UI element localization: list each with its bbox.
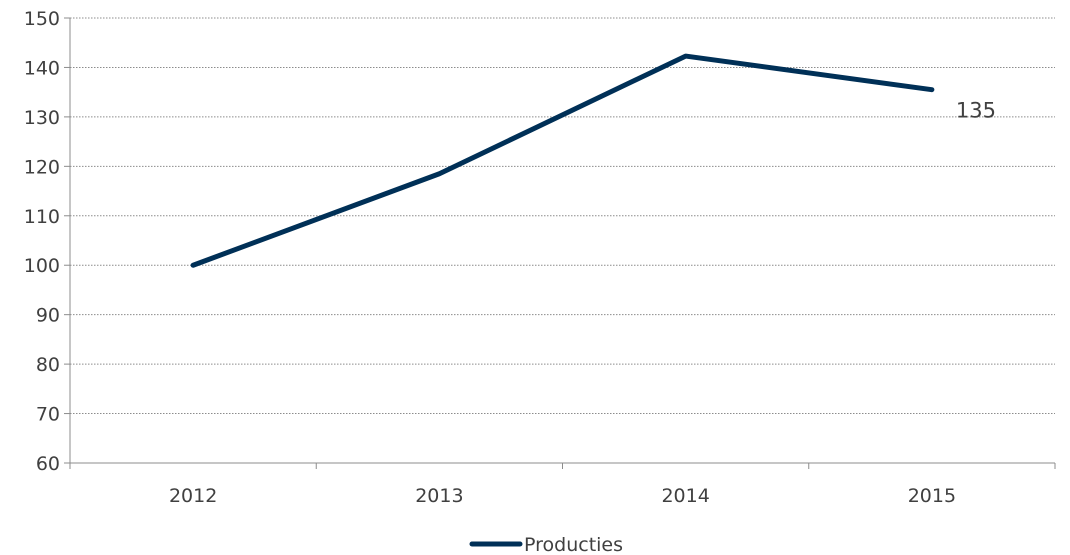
series-layer bbox=[190, 53, 935, 268]
y-tick-label: 70 bbox=[36, 404, 60, 426]
y-tick-label: 80 bbox=[36, 354, 60, 376]
x-tick-label: 2012 bbox=[169, 485, 217, 507]
legend-label-producties: Producties bbox=[524, 534, 623, 555]
gridlines bbox=[70, 17, 1055, 415]
x-tick-label: 2013 bbox=[415, 485, 463, 507]
y-tick-label: 100 bbox=[24, 255, 60, 277]
x-axis-ticks: 2012 2013 2014 2015 bbox=[69, 463, 1056, 507]
y-tick-label: 140 bbox=[24, 57, 60, 79]
x-tick-label: 2014 bbox=[661, 485, 709, 507]
data-labels: 135 bbox=[956, 99, 996, 123]
y-tick-label: 90 bbox=[36, 305, 60, 327]
y-tick-label: 60 bbox=[36, 453, 60, 475]
y-tick-label: 120 bbox=[24, 156, 60, 178]
x-tick-label: 2015 bbox=[908, 485, 956, 507]
y-tick-label: 150 bbox=[24, 8, 60, 30]
y-axis-ticks: 60 70 80 90 100 110 120 130 140 150 bbox=[24, 8, 70, 475]
data-label: 135 bbox=[956, 99, 996, 123]
y-tick-label: 110 bbox=[24, 206, 60, 228]
series-line-0 bbox=[190, 53, 935, 268]
y-tick-label: 130 bbox=[24, 107, 60, 129]
legend: Producties bbox=[469, 534, 623, 555]
